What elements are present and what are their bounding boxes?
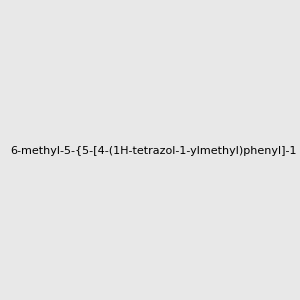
Text: 6-methyl-5-{5-[4-(1H-tetrazol-1-ylmethyl)phenyl]-1: 6-methyl-5-{5-[4-(1H-tetrazol-1-ylmethyl… <box>11 146 297 157</box>
